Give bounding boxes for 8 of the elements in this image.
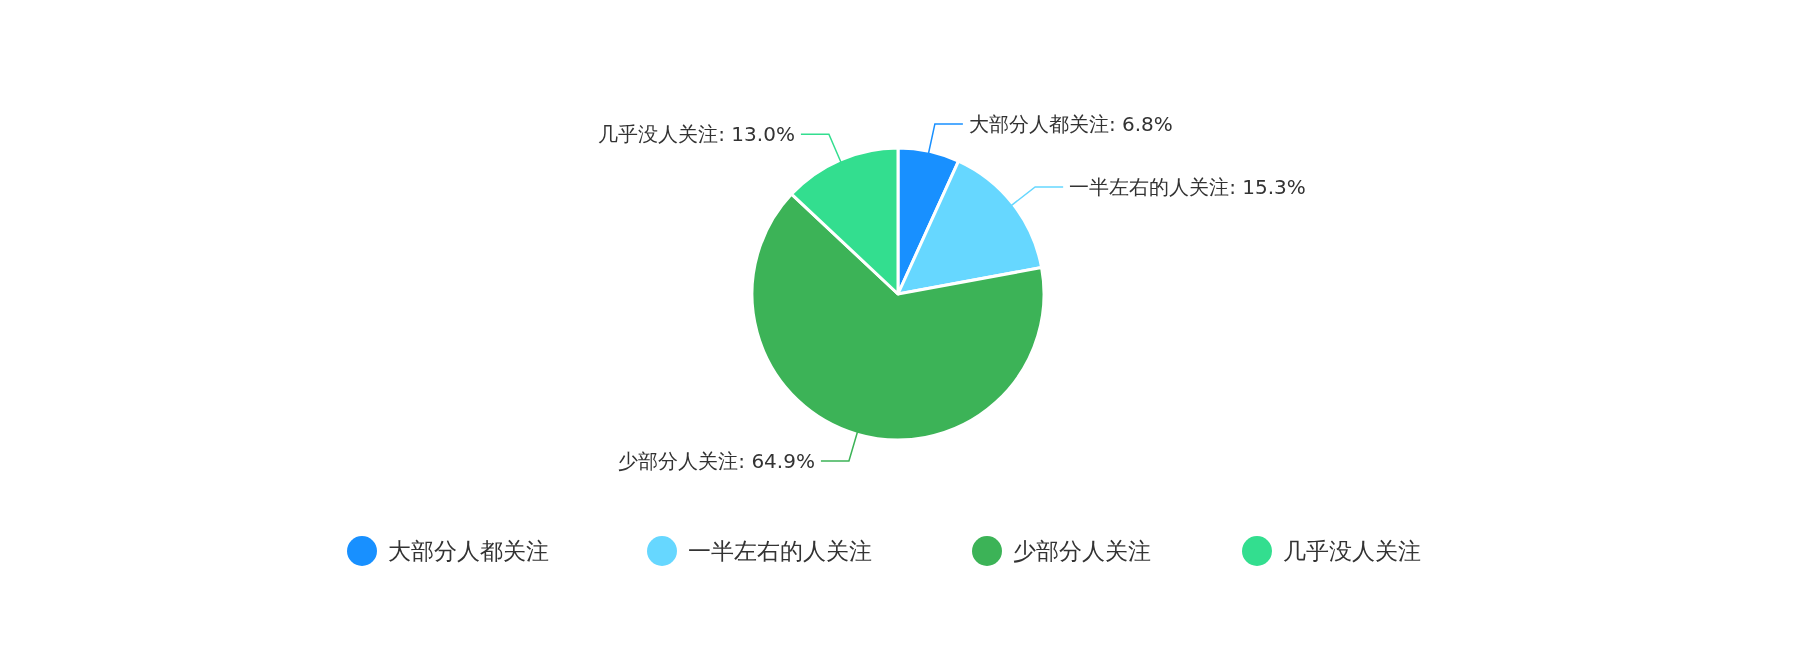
legend-label: 大部分人都关注 [388,538,549,564]
data-label: 一半左右的人关注: 15.3% [1069,174,1306,199]
data-label: 大部分人都关注: 6.8% [968,111,1173,136]
data-label: 少部分人关注: 64.9% [618,448,815,473]
legend-label: 几乎没人关注 [1283,538,1421,564]
data-label: 几乎没人关注: 13.0% [598,122,795,147]
legend-label: 少部分人关注 [1013,538,1151,564]
legend-label: 一半左右的人关注 [688,538,872,564]
